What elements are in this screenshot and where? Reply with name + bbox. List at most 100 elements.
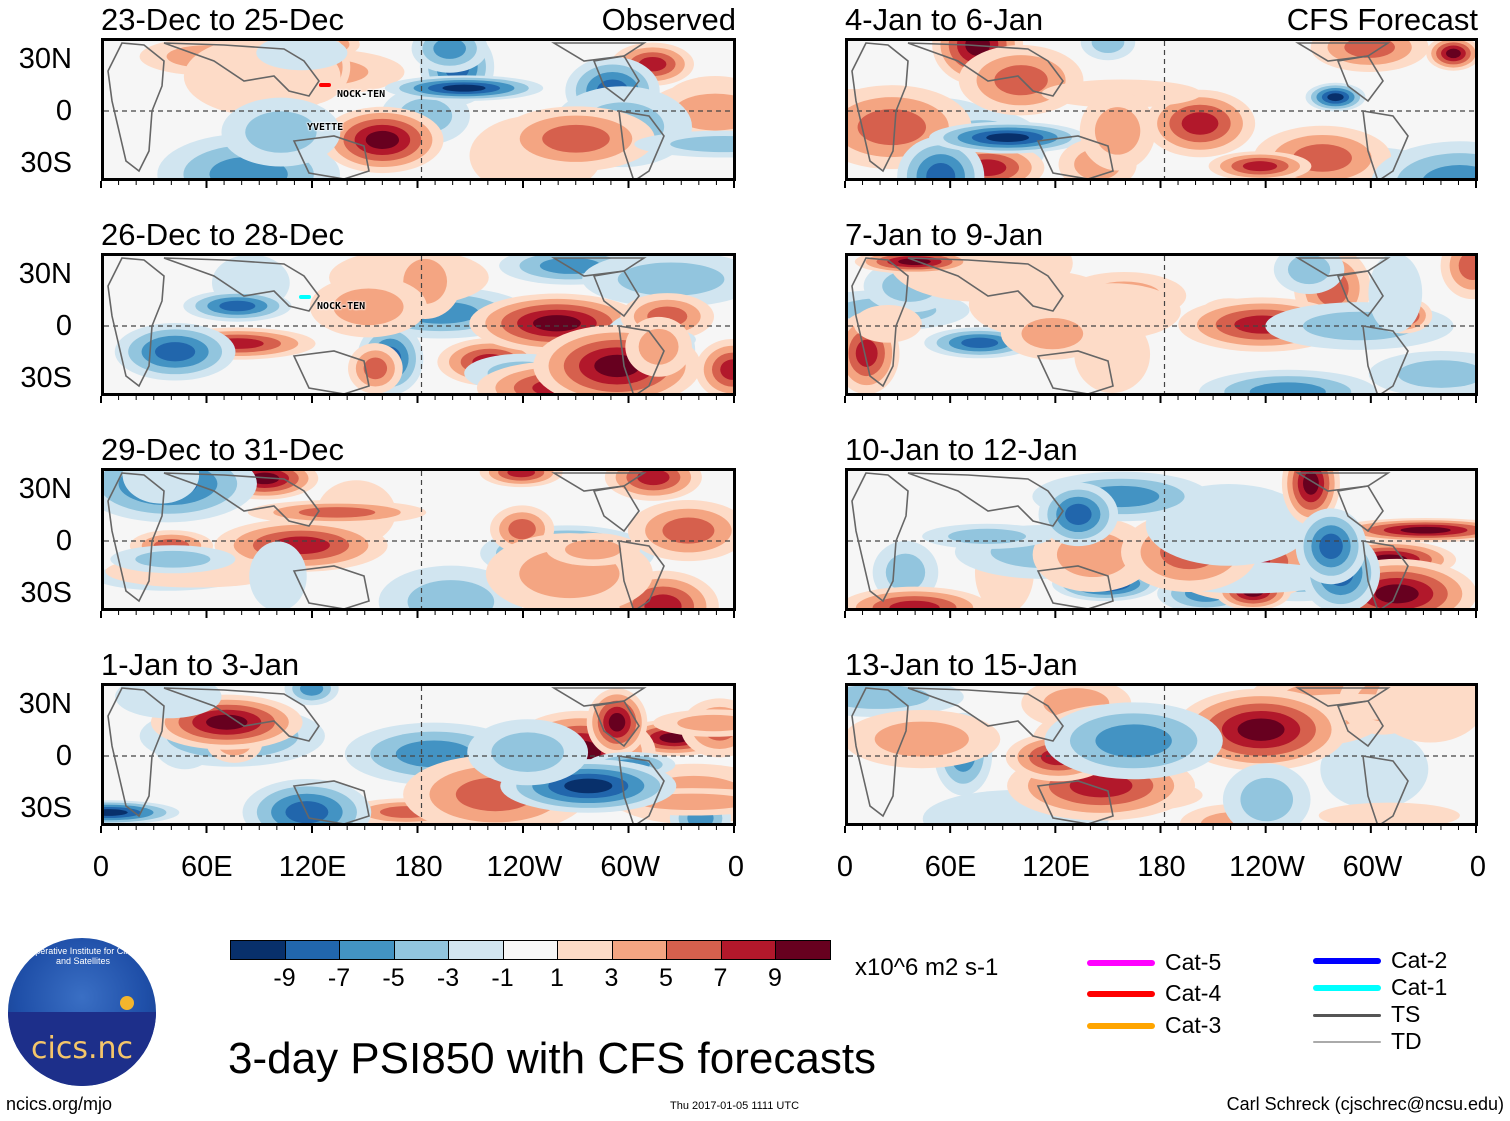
negative-anomaly-contour: [1065, 503, 1092, 525]
negative-anomaly-contour: [407, 580, 495, 608]
storm-track: [299, 295, 311, 299]
positive-anomaly-contour: [1094, 107, 1141, 155]
y-tick-label: 30N: [18, 688, 72, 720]
coastline: [907, 687, 1064, 742]
negative-anomaly-contour: [986, 133, 1030, 142]
positive-anomaly-contour: [1375, 584, 1419, 604]
map-panel: [845, 683, 1478, 826]
x-tick-label: 60W: [600, 851, 660, 883]
coastline: [1295, 472, 1391, 492]
anomaly-field: [104, 471, 733, 608]
coastline: [1362, 325, 1409, 393]
colorbar-label: 7: [713, 964, 728, 992]
colorbar-label: -7: [327, 964, 351, 992]
negative-anomaly-contour: [491, 732, 564, 773]
coastline: [851, 42, 909, 173]
colorbar-swatch: [393, 940, 449, 960]
coastline: [551, 42, 647, 62]
anomaly-field: [848, 686, 1475, 823]
negative-anomaly-contour: [154, 342, 196, 362]
x-tick-label: 0: [836, 851, 854, 883]
negative-anomaly-contour: [1320, 728, 1429, 810]
positive-anomaly-contour: [365, 130, 400, 149]
legend-line-td: [1313, 1041, 1381, 1043]
column-header: Observed: [601, 2, 736, 37]
footer-timestamp: Thu 2017-01-05 1111 UTC: [670, 1100, 800, 1112]
positive-anomaly-contour: [1237, 718, 1285, 741]
positive-anomaly-contour: [1021, 317, 1084, 350]
positive-anomaly-contour: [608, 712, 626, 732]
y-tick-label: 30S: [20, 362, 72, 394]
anomaly-field: [104, 256, 733, 393]
colorbar-label: -1: [491, 964, 514, 992]
negative-anomaly-contour: [1091, 41, 1125, 54]
map-panel: [101, 253, 736, 396]
positive-anomaly-contour: [857, 109, 926, 146]
coastline: [1036, 135, 1114, 178]
coastline: [1036, 780, 1114, 823]
colorbar-label: 9: [768, 964, 782, 992]
panel-title: 7-Jan to 9-Jan: [845, 217, 1044, 252]
negative-anomaly-contour: [104, 809, 128, 816]
x-tick-label: 120W: [1229, 851, 1305, 883]
coastline: [1295, 687, 1391, 707]
positive-anomaly-contour: [644, 594, 682, 608]
positive-anomaly-contour: [1458, 256, 1475, 280]
colorbar-swatch: [720, 940, 776, 960]
coastline: [107, 42, 165, 173]
coastline: [163, 687, 320, 742]
y-tick-label: 0: [55, 95, 72, 127]
colorbar-swatch: [775, 940, 831, 960]
column-header: CFS Forecast: [1286, 2, 1478, 37]
negative-anomaly-contour: [249, 541, 307, 608]
positive-anomaly-contour: [1181, 112, 1219, 135]
coastline: [1295, 257, 1391, 277]
panel-title: 26-Dec to 28-Dec: [101, 217, 344, 252]
coastline: [618, 110, 665, 178]
positive-anomaly-contour: [874, 721, 969, 757]
coastline: [851, 687, 909, 818]
positive-anomaly-contour: [508, 518, 536, 540]
x-tick-label: 180: [1137, 851, 1186, 883]
coastline: [618, 755, 665, 823]
logo-ring-text: Cooperative Institute for Climate and Sa…: [18, 946, 148, 966]
coastline: [107, 472, 165, 603]
coastline: [1362, 755, 1409, 823]
x-ticks: [844, 611, 1477, 618]
x-ticks: [844, 181, 1477, 188]
positive-anomaly-contour: [206, 714, 248, 730]
colorbar-label: 3: [604, 964, 619, 992]
coastline: [551, 472, 647, 492]
legend-line-cat-3: [1087, 1023, 1155, 1029]
positive-anomaly-contour: [662, 517, 715, 544]
logo-mountain-icon: [8, 1012, 156, 1086]
coastline: [851, 257, 909, 388]
legend-label: Cat-2: [1391, 947, 1448, 973]
footer-author: Carl Schreck (cjschrec@ncsu.edu): [1226, 1094, 1504, 1114]
colorbar-label: -3: [436, 964, 460, 992]
x-tick-label: 120W: [486, 851, 563, 883]
coastline: [551, 687, 647, 707]
x-tick-label: 60E: [181, 851, 233, 883]
positive-anomaly-contour: [1374, 686, 1475, 743]
colorbar-label: 5: [659, 964, 673, 992]
storm-label: NOCK-TEN: [337, 89, 386, 100]
y-tick-label: 0: [55, 310, 72, 342]
coastline: [1362, 540, 1409, 608]
negative-anomaly-contour: [300, 686, 324, 696]
colorbar-units: x10^6 m2 s-1: [855, 954, 999, 981]
legend-label: Cat-1: [1391, 974, 1448, 1000]
coastline: [1036, 350, 1114, 393]
negative-anomaly-contour: [245, 111, 317, 153]
positive-anomaly-contour: [855, 339, 878, 367]
negative-anomaly-contour: [442, 84, 486, 92]
footer-url[interactable]: ncics.org/mjo: [6, 1094, 113, 1114]
negative-anomaly-contour: [135, 550, 211, 568]
coastline: [163, 257, 320, 312]
legend-label: Cat-5: [1165, 949, 1222, 975]
colorbar-swatch: [339, 940, 395, 960]
y-tick-label: 0: [55, 740, 72, 772]
x-ticks: [100, 396, 735, 403]
negative-anomaly-contour: [1327, 93, 1344, 102]
positive-anomaly-contour: [853, 304, 922, 343]
